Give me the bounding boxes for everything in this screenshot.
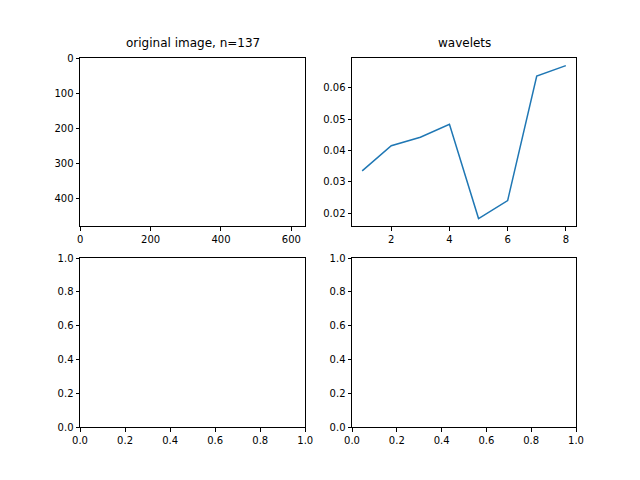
svg-text:1.0: 1.0 <box>568 435 584 446</box>
svg-text:0: 0 <box>77 234 83 245</box>
svg-text:8: 8 <box>563 234 569 245</box>
svg-text:0.6: 0.6 <box>58 320 74 331</box>
svg-text:0.4: 0.4 <box>58 354 74 365</box>
svg-text:200: 200 <box>141 234 160 245</box>
svg-text:0.2: 0.2 <box>58 388 74 399</box>
svg-text:original image, n=137: original image, n=137 <box>126 36 260 50</box>
svg-text:400: 400 <box>211 234 230 245</box>
svg-text:300: 300 <box>54 158 73 169</box>
svg-text:2: 2 <box>388 234 394 245</box>
svg-text:0.4: 0.4 <box>162 435 178 446</box>
svg-text:0.0: 0.0 <box>344 435 360 446</box>
svg-text:0.8: 0.8 <box>252 435 268 446</box>
svg-text:6: 6 <box>504 234 510 245</box>
svg-text:0.4: 0.4 <box>330 354 346 365</box>
svg-text:0.05: 0.05 <box>323 114 345 125</box>
svg-text:0.2: 0.2 <box>389 435 405 446</box>
svg-text:0.04: 0.04 <box>323 145 345 156</box>
svg-text:1.0: 1.0 <box>58 253 74 264</box>
svg-text:0.02: 0.02 <box>323 208 345 219</box>
svg-text:0.8: 0.8 <box>58 286 74 297</box>
svg-text:1.0: 1.0 <box>330 253 346 264</box>
svg-text:100: 100 <box>54 88 73 99</box>
svg-text:600: 600 <box>282 234 301 245</box>
svg-text:0.8: 0.8 <box>523 435 539 446</box>
svg-text:0: 0 <box>67 53 73 64</box>
svg-text:0.06: 0.06 <box>323 82 345 93</box>
svg-text:0.6: 0.6 <box>478 435 494 446</box>
svg-text:0.2: 0.2 <box>117 435 133 446</box>
svg-text:4: 4 <box>446 234 452 245</box>
svg-text:200: 200 <box>54 123 73 134</box>
svg-text:400: 400 <box>54 193 73 204</box>
svg-text:0.6: 0.6 <box>330 320 346 331</box>
svg-text:0.0: 0.0 <box>330 422 346 433</box>
svg-text:0.4: 0.4 <box>434 435 450 446</box>
svg-text:0.2: 0.2 <box>330 388 346 399</box>
svg-text:0.03: 0.03 <box>323 176 345 187</box>
svg-text:wavelets: wavelets <box>438 36 491 50</box>
svg-text:1.0: 1.0 <box>297 435 313 446</box>
svg-text:0.8: 0.8 <box>330 286 346 297</box>
svg-text:0.0: 0.0 <box>58 422 74 433</box>
svg-text:0.0: 0.0 <box>72 435 88 446</box>
svg-text:0.6: 0.6 <box>207 435 223 446</box>
